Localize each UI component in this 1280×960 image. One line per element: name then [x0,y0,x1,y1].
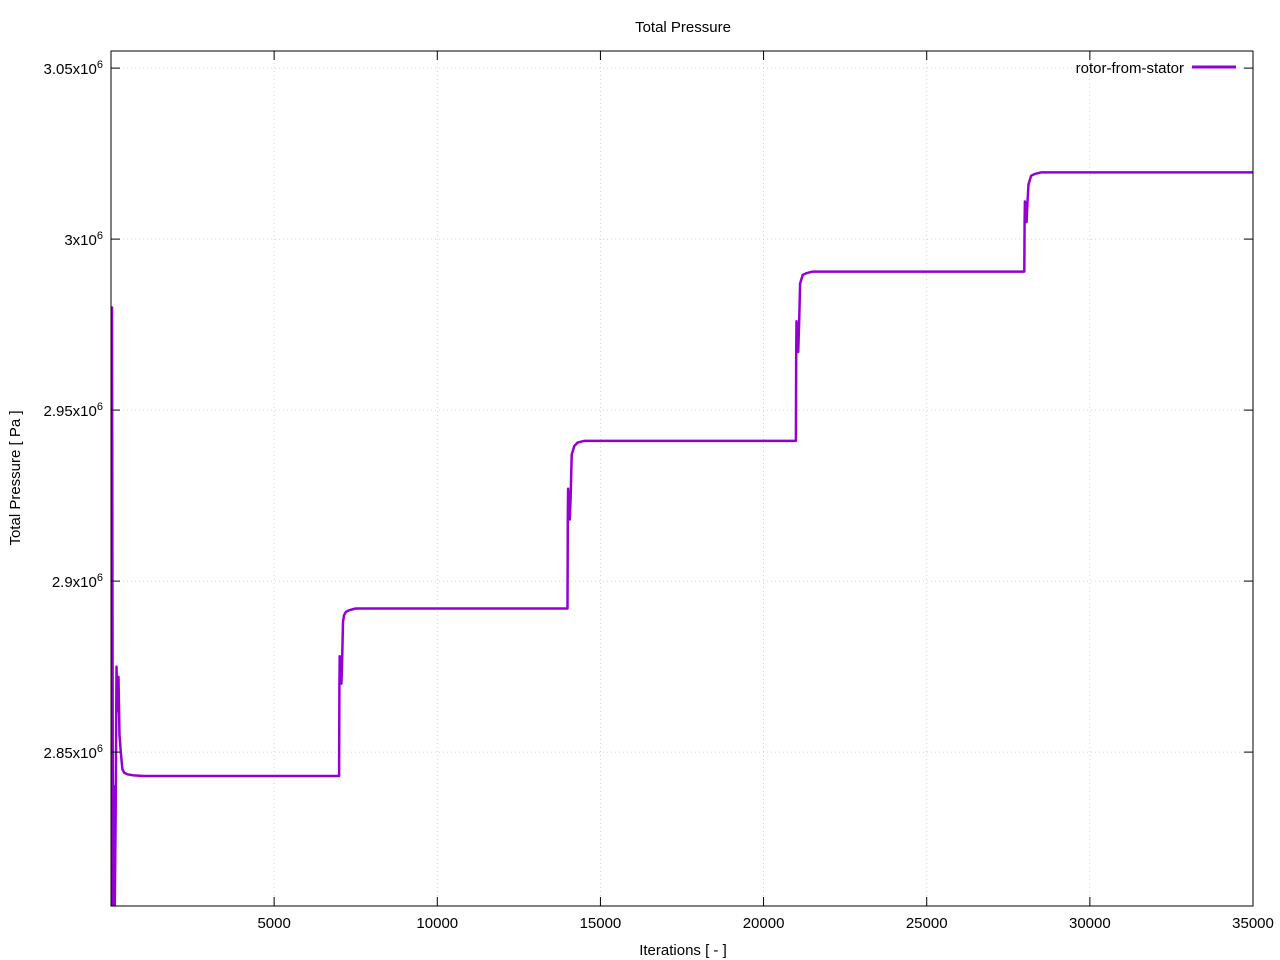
y-tick-label: 3x106 [64,230,103,249]
y-tick-label: 3.05x106 [43,59,103,78]
y-tick-label: 2.85x106 [43,743,103,762]
x-tick-label: 20000 [743,915,785,932]
x-tick-label: 5000 [257,915,290,932]
y-tick-label: 2.9x106 [52,572,103,591]
grid [111,51,1253,906]
chart-title: Total Pressure [635,19,731,36]
y-tick-label: 2.95x106 [43,401,103,420]
ticks [111,51,1254,906]
x-tick-label: 10000 [416,915,458,932]
x-tick-label: 25000 [906,915,948,932]
plot-frame [110,50,1254,907]
y-tick-labels: 2.85x106 2.9x106 2.95x106 3x106 3.05x106 [43,59,103,762]
x-tick-labels: 5000 10000 15000 20000 25000 30000 35000 [257,915,1273,932]
x-axis-label: Iterations [ - ] [639,942,727,959]
legend: rotor-from-stator [1076,60,1236,77]
x-tick-label: 35000 [1232,915,1274,932]
series-line [111,171,1253,906]
x-tick-label: 30000 [1069,915,1111,932]
series-layer [111,171,1253,906]
x-tick-label: 15000 [580,915,622,932]
legend-label: rotor-from-stator [1076,60,1184,77]
y-axis-label: Total Pressure [ Pa ] [7,410,24,545]
